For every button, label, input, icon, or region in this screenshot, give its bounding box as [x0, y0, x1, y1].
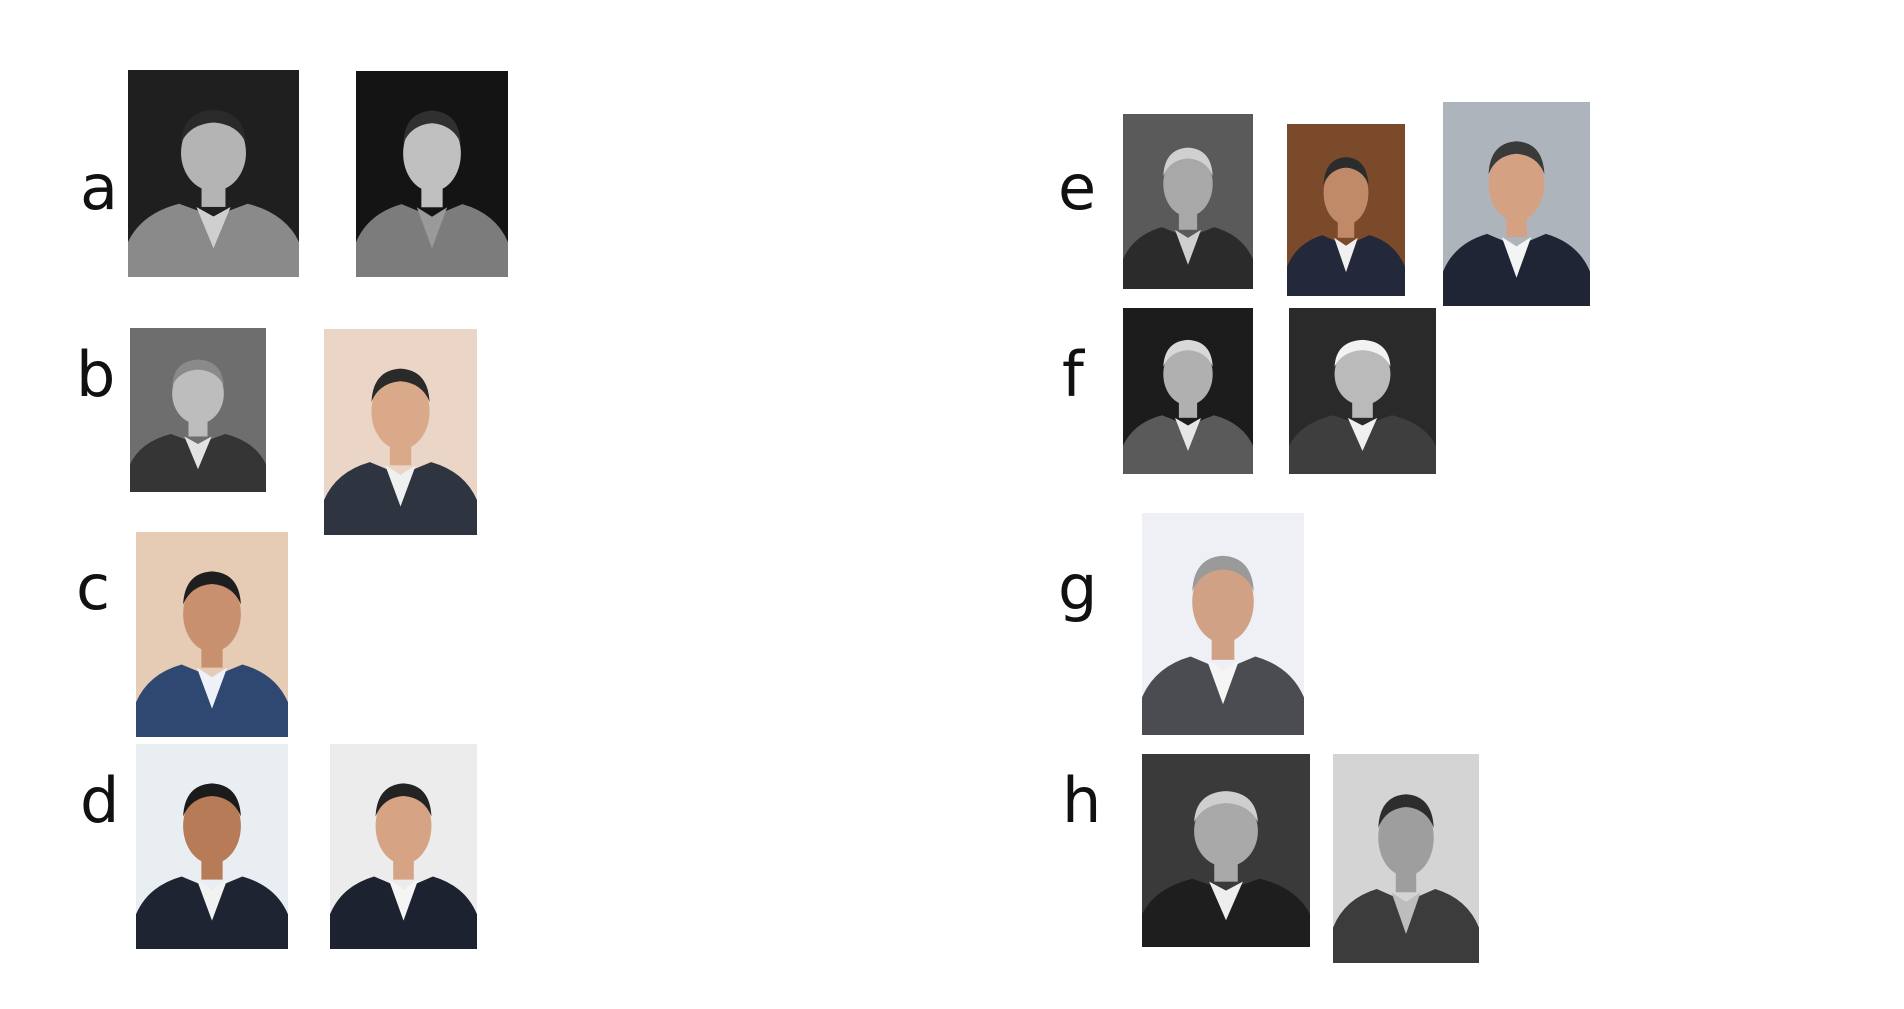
portrait-photo: [128, 70, 299, 277]
label-f: f: [1062, 338, 1084, 411]
label-b: b: [76, 338, 116, 411]
portrait-photo: [1142, 513, 1304, 735]
label-c: c: [76, 551, 111, 624]
portrait-photo: [1289, 308, 1436, 474]
portrait-photo: [330, 744, 477, 949]
label-a: a: [80, 151, 118, 224]
portrait-photo: [356, 71, 508, 277]
portrait-photo: [136, 532, 288, 737]
portrait-photo: [1443, 102, 1590, 306]
portrait-photo: [1333, 754, 1479, 963]
label-g: g: [1058, 551, 1098, 624]
portrait-photo: [130, 328, 266, 492]
label-e: e: [1058, 151, 1097, 224]
label-d: d: [80, 764, 120, 837]
portrait-photo: [1142, 754, 1310, 947]
portrait-photo: [1287, 124, 1405, 296]
portrait-photo: [1123, 114, 1253, 289]
portrait-photo: [1123, 308, 1253, 474]
portrait-photo: [324, 329, 477, 535]
portrait-photo: [136, 744, 288, 949]
label-h: h: [1062, 764, 1102, 837]
